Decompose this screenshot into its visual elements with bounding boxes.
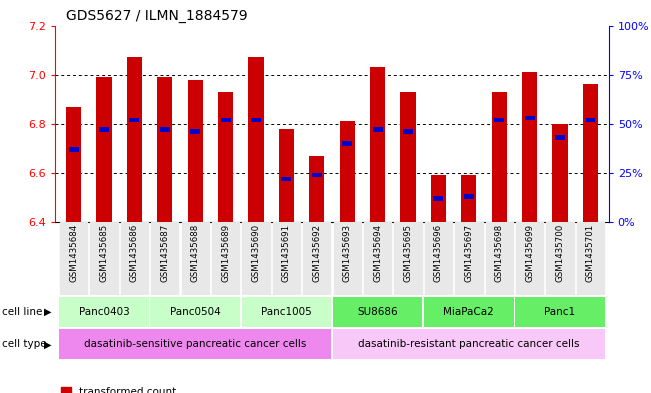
- Bar: [242, 297, 331, 327]
- Bar: [303, 222, 331, 295]
- Bar: [279, 129, 294, 222]
- Bar: [312, 173, 322, 177]
- Bar: [492, 92, 507, 222]
- Bar: [96, 77, 111, 222]
- Bar: [424, 222, 452, 295]
- Text: GSM1435697: GSM1435697: [464, 224, 473, 282]
- Bar: [424, 297, 514, 327]
- Bar: [99, 127, 109, 132]
- Text: GSM1435694: GSM1435694: [373, 224, 382, 282]
- Bar: [187, 79, 203, 222]
- Bar: [160, 127, 170, 132]
- Text: SU8686: SU8686: [357, 307, 398, 317]
- Bar: [309, 156, 324, 222]
- Text: Panc1005: Panc1005: [261, 307, 312, 317]
- Bar: [400, 92, 415, 222]
- Text: GSM1435699: GSM1435699: [525, 224, 534, 282]
- Text: dasatinib-resistant pancreatic cancer cells: dasatinib-resistant pancreatic cancer ce…: [358, 339, 579, 349]
- Text: cell type: cell type: [2, 339, 47, 349]
- Text: GSM1435691: GSM1435691: [282, 224, 291, 282]
- Bar: [522, 72, 537, 222]
- Bar: [60, 222, 87, 295]
- Bar: [130, 118, 139, 122]
- Bar: [372, 127, 383, 132]
- Bar: [434, 196, 443, 201]
- Text: GSM1435701: GSM1435701: [586, 224, 595, 283]
- Bar: [431, 175, 446, 222]
- Bar: [59, 297, 149, 327]
- Text: GDS5627 / ILMN_1884579: GDS5627 / ILMN_1884579: [66, 9, 248, 23]
- Bar: [340, 121, 355, 222]
- Text: dasatinib-sensitive pancreatic cancer cells: dasatinib-sensitive pancreatic cancer ce…: [84, 339, 307, 349]
- Text: ▶: ▶: [44, 339, 52, 349]
- Text: GSM1435684: GSM1435684: [69, 224, 78, 283]
- Bar: [120, 222, 148, 295]
- Bar: [66, 107, 81, 222]
- Text: Panc1: Panc1: [544, 307, 575, 317]
- Bar: [221, 118, 230, 122]
- Bar: [333, 297, 422, 327]
- Text: GSM1435698: GSM1435698: [495, 224, 504, 282]
- Text: GSM1435700: GSM1435700: [555, 224, 564, 283]
- Text: MiaPaCa2: MiaPaCa2: [443, 307, 494, 317]
- Bar: [157, 77, 173, 222]
- Bar: [59, 329, 331, 359]
- Bar: [555, 135, 565, 140]
- Bar: [242, 222, 270, 295]
- Text: GSM1435688: GSM1435688: [191, 224, 200, 283]
- Bar: [68, 147, 79, 152]
- Text: GSM1435695: GSM1435695: [404, 224, 413, 282]
- Text: GSM1435689: GSM1435689: [221, 224, 230, 282]
- Text: GSM1435693: GSM1435693: [342, 224, 352, 282]
- Text: cell line: cell line: [2, 307, 42, 317]
- Bar: [150, 297, 240, 327]
- Bar: [515, 297, 605, 327]
- Bar: [464, 194, 474, 199]
- Bar: [395, 222, 422, 295]
- Bar: [333, 222, 361, 295]
- Bar: [553, 124, 568, 222]
- Bar: [249, 57, 264, 222]
- Bar: [127, 57, 142, 222]
- Bar: [486, 222, 513, 295]
- Bar: [182, 222, 209, 295]
- Bar: [370, 67, 385, 222]
- Bar: [90, 222, 118, 295]
- Bar: [273, 222, 300, 295]
- Bar: [516, 222, 544, 295]
- Bar: [251, 118, 261, 122]
- Bar: [403, 129, 413, 134]
- Text: Panc0403: Panc0403: [79, 307, 130, 317]
- Legend: transformed count, percentile rank within the sample: transformed count, percentile rank withi…: [61, 387, 255, 393]
- Bar: [190, 129, 200, 134]
- Bar: [364, 222, 391, 295]
- Bar: [455, 222, 482, 295]
- Text: GSM1435685: GSM1435685: [100, 224, 109, 283]
- Bar: [461, 175, 477, 222]
- Bar: [583, 84, 598, 222]
- Bar: [333, 329, 605, 359]
- Text: ▶: ▶: [44, 307, 52, 317]
- Text: Panc0504: Panc0504: [170, 307, 221, 317]
- Text: GSM1435696: GSM1435696: [434, 224, 443, 282]
- Bar: [494, 118, 504, 122]
- Bar: [212, 222, 240, 295]
- Bar: [585, 118, 596, 122]
- Bar: [151, 222, 178, 295]
- Text: GSM1435690: GSM1435690: [251, 224, 260, 282]
- Bar: [577, 222, 604, 295]
- Bar: [342, 141, 352, 146]
- Bar: [546, 222, 574, 295]
- Text: GSM1435692: GSM1435692: [312, 224, 322, 282]
- Text: GSM1435687: GSM1435687: [160, 224, 169, 283]
- Bar: [525, 116, 534, 120]
- Bar: [281, 176, 292, 181]
- Bar: [218, 92, 233, 222]
- Text: GSM1435686: GSM1435686: [130, 224, 139, 283]
